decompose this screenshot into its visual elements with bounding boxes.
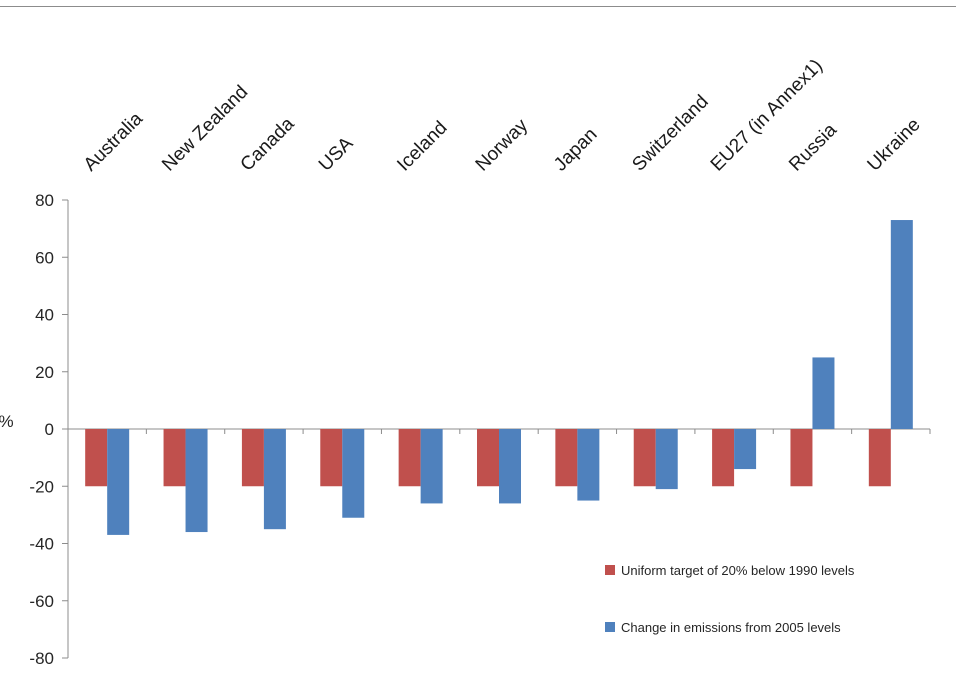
- y-tick-label: 60: [35, 248, 54, 267]
- category-label: Iceland: [393, 117, 451, 175]
- legend-swatch: [605, 565, 615, 575]
- y-tick-label: 40: [35, 306, 54, 325]
- category-label: USA: [315, 133, 358, 176]
- legend-label: Uniform target of 20% below 1990 levels: [621, 563, 855, 578]
- bar-emissions-change: [577, 429, 600, 501]
- bar-uniform-target: [633, 429, 656, 487]
- bar-emissions-change: [420, 429, 443, 504]
- y-ticks: 80 60 40 20 0 -20 -40 -60 -80: [29, 191, 68, 668]
- y-tick-label: 80: [35, 191, 54, 210]
- bar-emissions-change: [812, 357, 835, 429]
- bar-emissions-change: [890, 220, 913, 429]
- bar-uniform-target: [241, 429, 264, 487]
- y-tick-label: 0: [45, 420, 54, 439]
- category-label: Australia: [80, 108, 147, 175]
- bar-emissions-change: [342, 429, 365, 518]
- bar-emissions-change: [655, 429, 678, 490]
- y-tick-label: -40: [29, 535, 54, 554]
- y-tick-label: 20: [35, 363, 54, 382]
- y-tick-label: -80: [29, 649, 54, 668]
- bar-uniform-target: [163, 429, 186, 487]
- bar-emissions-change: [107, 429, 130, 535]
- legend-label: Change in emissions from 2005 levels: [621, 620, 841, 635]
- legend-swatch: [605, 622, 615, 632]
- bar-emissions-change: [499, 429, 521, 504]
- category-label: Russia: [785, 119, 841, 175]
- category-label: Switzerland: [628, 91, 712, 175]
- legend: Uniform target of 20% below 1990 levels C…: [605, 563, 855, 635]
- bar-emissions-change: [263, 429, 286, 530]
- bars: [85, 220, 913, 535]
- bar-uniform-target: [398, 429, 421, 487]
- bar-emissions-change: [185, 429, 208, 533]
- category-label: Canada: [237, 113, 299, 175]
- category-label: Japan: [550, 124, 601, 175]
- y-tick-label: -20: [29, 477, 54, 496]
- category-label: Norway: [472, 115, 533, 176]
- bar-uniform-target: [85, 429, 108, 487]
- top-rule: [0, 6, 956, 7]
- bar-uniform-target: [555, 429, 578, 487]
- bar-emissions-change: [734, 429, 757, 470]
- bar-uniform-target: [790, 429, 813, 487]
- x-ticks: [67, 429, 931, 434]
- bar-uniform-target: [712, 429, 735, 487]
- category-label: Ukraine: [864, 114, 925, 175]
- bar-uniform-target: [477, 429, 499, 487]
- y-tick-label: -60: [29, 592, 54, 611]
- bar-uniform-target: [320, 429, 343, 487]
- y-axis-label: %: [0, 412, 14, 431]
- bar-uniform-target: [868, 429, 891, 487]
